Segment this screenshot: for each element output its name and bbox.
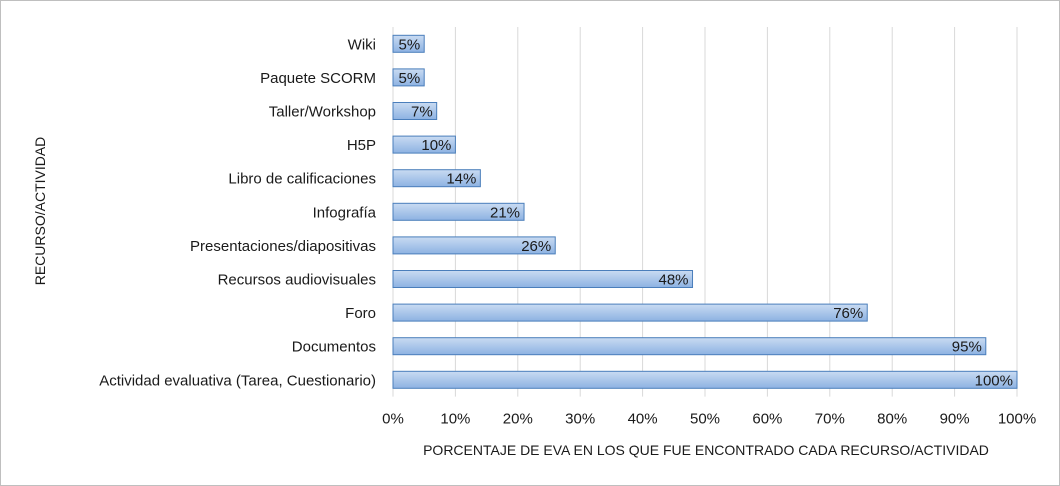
x-tick-label: 90% [940, 411, 970, 428]
data-label: 76% [833, 305, 863, 322]
category-label: Actividad evaluativa (Tarea, Cuestionari… [99, 372, 376, 389]
data-label: 48% [658, 272, 688, 289]
data-label: 7% [411, 104, 433, 121]
x-tick-label: 50% [690, 411, 720, 428]
category-label: Recursos audiovisuales [218, 272, 376, 289]
category-label: Documentos [292, 339, 376, 356]
x-tick-label: 40% [628, 411, 658, 428]
bar [392, 370, 1018, 389]
x-tick-label: 70% [815, 411, 845, 428]
x-tick-labels: 0% 10% 20% 30% 40% 50% 60% 70% 80% 90% 100% [382, 411, 1036, 428]
category-label: Foro [345, 305, 376, 322]
x-tick-label: 100% [998, 411, 1036, 428]
category-label: Wiki [348, 36, 376, 53]
x-tick-label: 80% [877, 411, 907, 428]
data-label: 5% [399, 70, 421, 87]
y-axis-title: RECURSO/ACTIVIDAD [32, 137, 48, 286]
x-tick-label: 60% [752, 411, 782, 428]
data-label: 21% [490, 204, 520, 221]
category-label: Paquete SCORM [260, 70, 376, 87]
data-label: 100% [975, 372, 1013, 389]
x-tick-label: 10% [440, 411, 470, 428]
category-label: H5P [347, 137, 376, 154]
bar [392, 102, 438, 120]
bar [392, 236, 556, 255]
bar [392, 270, 694, 288]
data-labels: 5% 5% 7% 10% 14% 21%26% 48% 76% 95% 100% [399, 36, 1013, 389]
bars [392, 34, 1018, 389]
bar [392, 303, 868, 322]
data-label: 14% [446, 171, 476, 188]
bar [392, 135, 456, 154]
data-label: 5% [399, 36, 421, 53]
x-tick-label: 20% [503, 411, 533, 428]
bar [392, 68, 425, 87]
data-label: 26% [521, 238, 551, 255]
gridlines [392, 27, 1018, 397]
bar [392, 202, 525, 221]
bar [392, 34, 425, 53]
category-labels: Wiki Paquete SCORM Taller/Workshop H5P Libro… [99, 36, 376, 389]
bar [392, 169, 481, 188]
data-label: 95% [952, 339, 982, 356]
bar [392, 337, 987, 356]
x-axis-title: PORCENTAJE DE EVA EN LOS QUE FUE ENCONTR… [423, 442, 989, 458]
category-label: Taller/Workshop [269, 104, 376, 121]
x-tick-label: 30% [565, 411, 595, 428]
category-label: Presentaciones/diapositivas [190, 238, 376, 255]
data-label: 10% [421, 137, 451, 154]
x-tick-label: 0% [382, 411, 404, 428]
category-label: Infografía [313, 204, 377, 221]
category-label: Libro de calificaciones [228, 171, 376, 188]
